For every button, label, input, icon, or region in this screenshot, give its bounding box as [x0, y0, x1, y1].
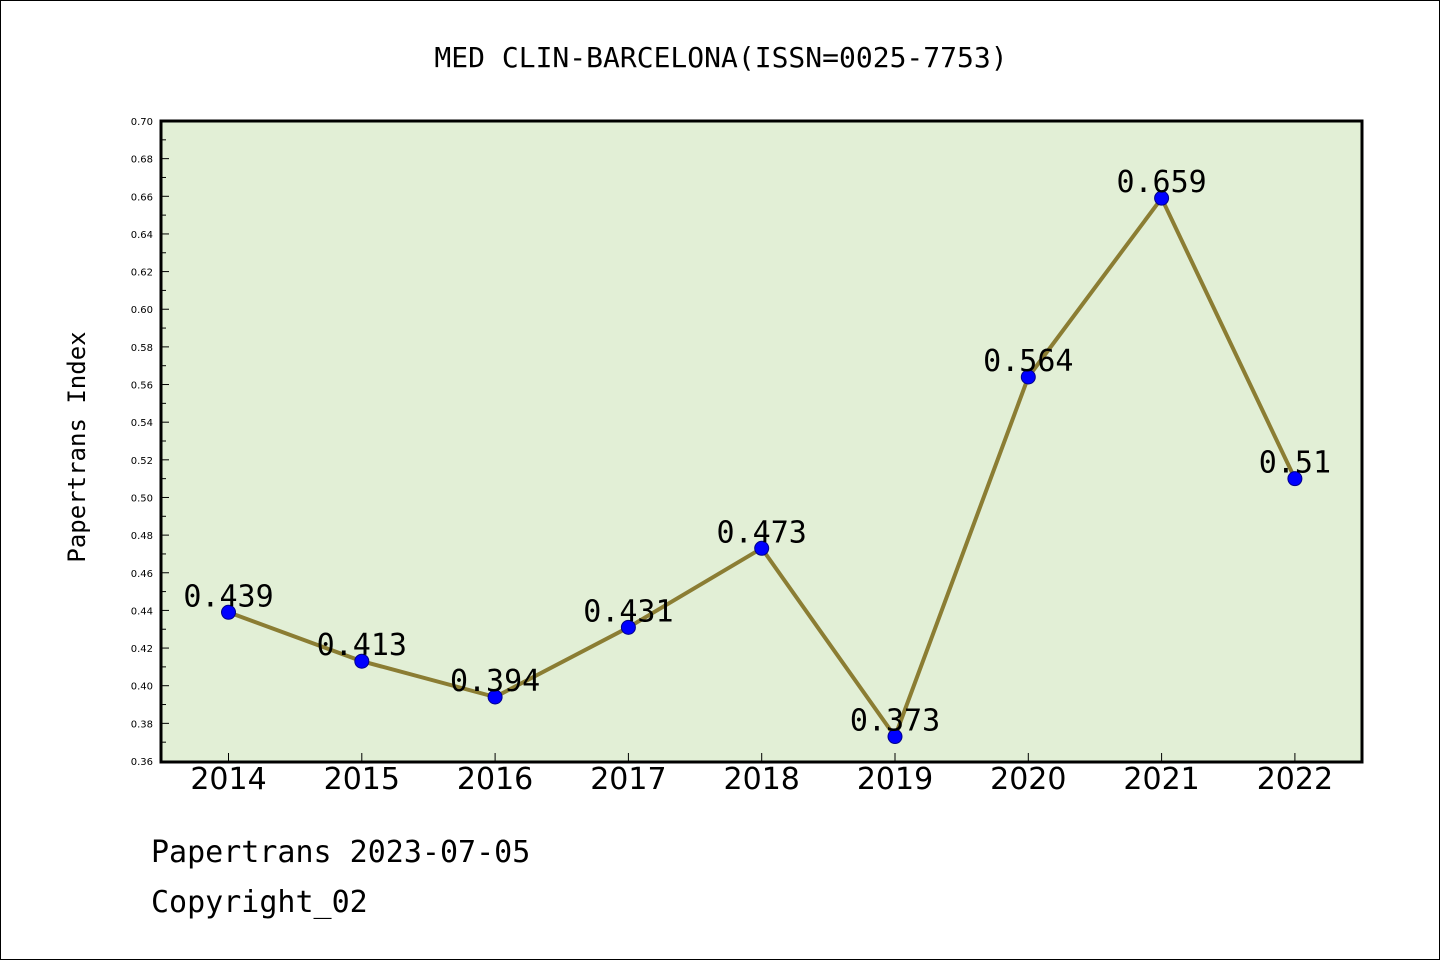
data-label: 0.394	[450, 664, 540, 699]
x-tick-label: 2018	[724, 762, 800, 797]
y-tick-label: 0.36	[131, 757, 153, 768]
y-tick-label: 0.52	[131, 456, 153, 467]
y-axis: 0.36 0.38 0.40 0.42 0.44 0.46 0.48 0.50 0.52 0.54…	[131, 117, 169, 768]
y-tick-label: 0.54	[131, 418, 153, 429]
y-tick-label: 0.66	[131, 192, 153, 203]
data-label: 0.439	[183, 579, 273, 614]
data-label: 0.431	[583, 594, 673, 629]
data-point	[887, 729, 903, 745]
y-tick-label: 0.64	[131, 230, 153, 241]
data-point	[754, 540, 770, 556]
x-tick-label: 2020	[990, 762, 1066, 797]
x-tick-label: 2017	[590, 762, 666, 797]
y-tick-label: 0.48	[131, 531, 153, 542]
data-point	[1287, 471, 1303, 487]
plot-area	[159, 119, 1364, 764]
x-tick-label: 2021	[1123, 762, 1199, 797]
footer-date-line: Papertrans 2023-07-05	[151, 835, 531, 870]
y-tick-label: 0.70	[131, 117, 153, 128]
y-tick-label: 0.62	[131, 268, 153, 279]
y-tick-label: 0.50	[131, 493, 153, 504]
data-label: 0.564	[983, 344, 1073, 379]
y-tick-label: 0.58	[131, 343, 153, 354]
x-tick-label: 2022	[1257, 762, 1333, 797]
y-tick-label: 0.40	[131, 682, 153, 693]
data-point	[1154, 190, 1170, 206]
x-tick-label: 2016	[457, 762, 533, 797]
y-tick-label: 0.44	[131, 606, 153, 617]
data-point	[1020, 369, 1036, 385]
data-point	[354, 653, 370, 669]
y-tick-label: 0.68	[131, 155, 153, 166]
y-tick-label: 0.60	[131, 305, 153, 316]
data-point	[221, 604, 236, 620]
y-axis-label: Papertrans Index	[63, 331, 91, 562]
series-layer: 0.439 0.413 0.394 0.431 0.473 0.373 0.564 0.659…	[183, 165, 1331, 745]
x-tick-label: 2019	[857, 762, 933, 797]
data-label: 0.659	[1116, 165, 1206, 200]
footer-copyright: Copyright_02	[151, 885, 368, 920]
x-tick-label: 2014	[190, 762, 266, 797]
data-point	[487, 689, 503, 705]
x-axis: 2014 2015 2016 2017 2018 2019 2020 2021 2022	[190, 753, 1333, 797]
data-label: 0.473	[717, 515, 807, 550]
y-tick-label: 0.46	[131, 569, 153, 580]
y-tick-label: 0.38	[131, 719, 153, 730]
data-label: 0.373	[850, 704, 940, 739]
x-tick-label: 2015	[324, 762, 400, 797]
data-label: 0.413	[317, 628, 407, 663]
data-point	[620, 619, 636, 635]
y-tick-label: 0.42	[131, 644, 153, 655]
chart-title: MED CLIN-BARCELONA(ISSN=0025-7753)	[434, 41, 1007, 74]
y-tick-label: 0.56	[131, 381, 153, 392]
data-label: 0.51	[1259, 446, 1331, 481]
